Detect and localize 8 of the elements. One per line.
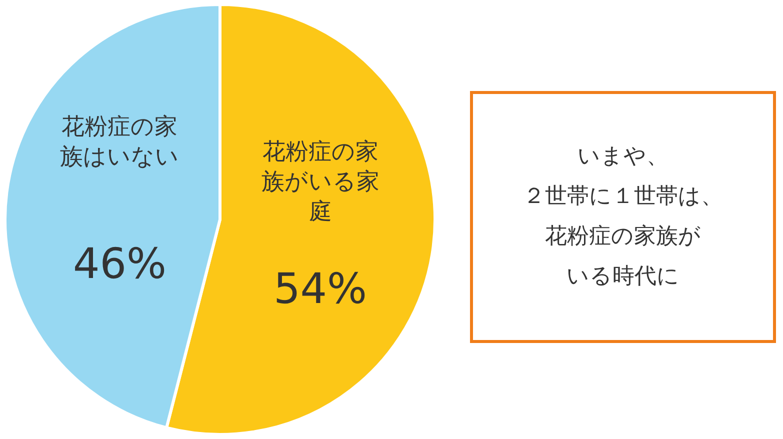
text: いまや、	[578, 143, 668, 171]
data-label: 46%	[73, 238, 166, 288]
text: いる時代に	[566, 263, 680, 291]
text: 花粉症の家族が	[545, 223, 701, 251]
slice-label: 花粉症の家族がいる家庭	[260, 138, 380, 228]
slice-label: 花粉症の家族はいない	[59, 112, 180, 172]
data-label: 54%	[274, 264, 367, 314]
text: ２世帯に１世帯は、	[523, 183, 723, 211]
